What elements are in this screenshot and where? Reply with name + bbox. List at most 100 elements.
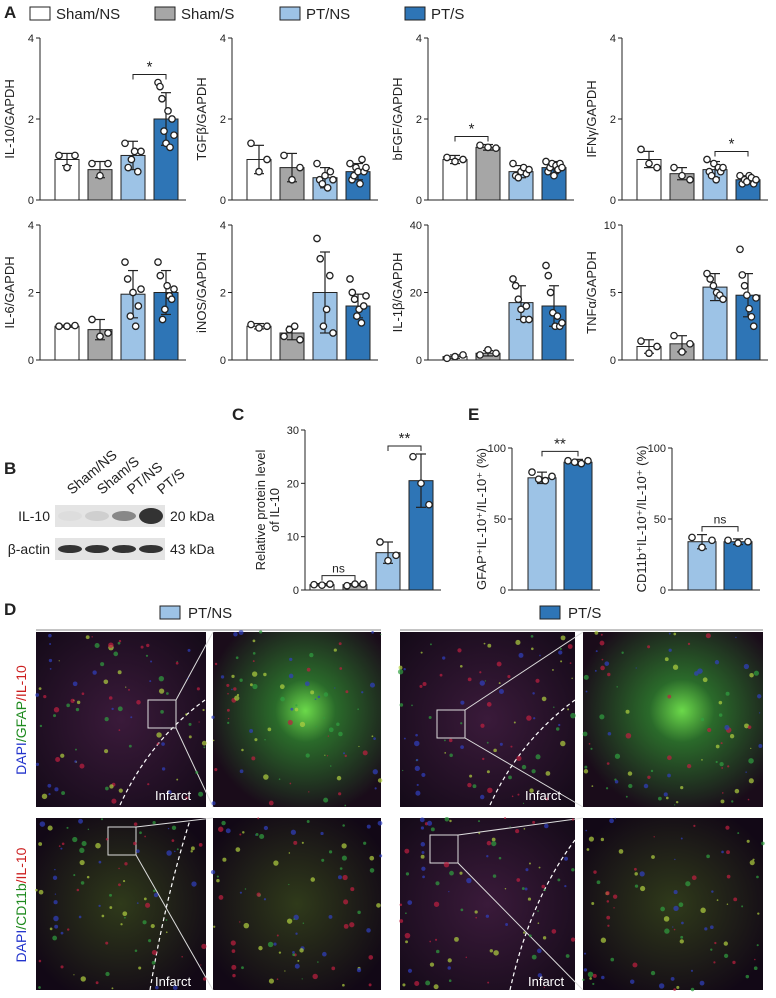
data-point [296, 335, 304, 344]
speckle [419, 817, 425, 823]
data-point [329, 175, 337, 184]
speckle [691, 875, 697, 881]
data-point [706, 275, 715, 283]
speckle [693, 824, 696, 827]
speckle [734, 788, 740, 794]
speckle [95, 842, 101, 849]
speckle [142, 920, 147, 925]
speckle [231, 964, 237, 970]
speckle [76, 888, 80, 892]
speckle [79, 859, 85, 866]
speckle [47, 783, 52, 788]
speckle [607, 924, 610, 927]
speckle [198, 721, 200, 723]
blot-band [58, 511, 82, 521]
speckle [188, 735, 192, 739]
speckle [212, 739, 215, 742]
speckle [605, 787, 609, 790]
speckle [231, 949, 236, 953]
y-axis-label: of IL-10 [267, 488, 282, 532]
speckle [76, 700, 81, 705]
y-axis-label: Relative protein level [253, 450, 268, 571]
speckle [297, 959, 300, 962]
data-point [688, 533, 696, 542]
speckle [753, 670, 760, 676]
y-tick-label: 50 [654, 514, 666, 526]
data-point [326, 167, 335, 176]
data-point [96, 332, 104, 341]
speckle [571, 677, 573, 680]
speckle [140, 645, 144, 649]
significance-bracket [714, 151, 749, 157]
speckle [414, 981, 420, 987]
speckle [653, 836, 655, 838]
speckle [415, 758, 419, 762]
speckle [259, 630, 263, 634]
data-point [160, 127, 168, 135]
speckle [251, 671, 258, 677]
speckle [38, 959, 42, 963]
data-point [542, 261, 550, 270]
y-tick-label: 4 [28, 220, 34, 232]
speckle [727, 765, 730, 768]
speckle [273, 942, 277, 946]
y-tick-label: 0 [500, 585, 506, 597]
speckle [571, 868, 575, 872]
speckle [527, 897, 532, 901]
data-point [362, 163, 370, 172]
speckle [239, 833, 242, 836]
data-point [528, 468, 536, 476]
speckle [601, 975, 605, 980]
speckle [515, 829, 520, 834]
y-tick-label: 4 [416, 33, 422, 45]
speckle [39, 724, 43, 728]
speckle [748, 778, 754, 784]
speckle [242, 831, 245, 834]
speckle [690, 987, 695, 992]
data-point [459, 351, 467, 359]
speckle [629, 979, 635, 984]
speckle [690, 969, 694, 972]
data-point [296, 163, 304, 172]
speckle [136, 902, 139, 904]
speckle [552, 669, 554, 671]
speckle [537, 948, 542, 954]
speckle [416, 783, 419, 787]
data-point [167, 295, 176, 304]
y-tick-label: 0 [220, 355, 226, 367]
speckle [147, 783, 150, 786]
speckle [634, 867, 637, 871]
data-point [71, 151, 79, 160]
speckle [78, 915, 82, 919]
speckle [686, 763, 692, 769]
data-point [548, 472, 556, 481]
speckle [447, 958, 452, 963]
speckle [509, 826, 511, 828]
y-tick-label: 50 [494, 514, 506, 526]
speckle [558, 723, 561, 727]
speckle [187, 677, 190, 679]
speckle [627, 771, 633, 776]
speckle [72, 681, 78, 687]
data-point [451, 157, 459, 166]
speckle [53, 714, 57, 718]
data-point [492, 349, 500, 358]
speckle [376, 903, 381, 908]
speckle [448, 738, 453, 743]
data-point [744, 537, 752, 546]
data-point [263, 155, 271, 164]
speckle [496, 661, 502, 667]
speckle [361, 691, 364, 694]
speckle [700, 717, 705, 722]
speckle [339, 667, 343, 670]
speckle [299, 948, 304, 953]
speckle [713, 961, 716, 964]
y-tick-label: 4 [220, 33, 226, 45]
speckle [213, 925, 216, 928]
speckle [60, 965, 64, 969]
speckle [714, 660, 720, 665]
y-axis-label: TNFα/GAPDH [584, 251, 599, 334]
speckle [504, 817, 507, 820]
speckle [211, 801, 216, 806]
speckle [600, 937, 607, 943]
